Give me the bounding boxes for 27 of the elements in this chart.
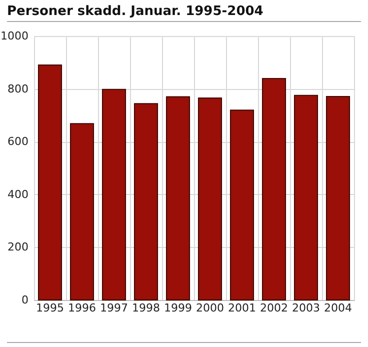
y-tick-label: 400 — [8, 188, 28, 201]
bar — [230, 110, 254, 300]
bar — [134, 103, 158, 300]
y-tick-label: 800 — [8, 82, 28, 96]
bar — [294, 94, 318, 300]
x-tick-label: 1997 — [100, 302, 128, 314]
x-tick-label: 2000 — [196, 302, 224, 314]
y-tick-label: 200 — [8, 240, 28, 254]
bar — [166, 96, 190, 300]
bar — [38, 64, 62, 300]
x-tick-label: 2004 — [324, 302, 352, 314]
x-tick-label: 2002 — [260, 302, 288, 314]
y-tick-label: 600 — [8, 135, 28, 148]
x-tick-label: 2001 — [228, 302, 256, 314]
x-tick-label: 2003 — [292, 302, 320, 314]
bar — [198, 98, 222, 300]
x-tick-label: 1996 — [68, 302, 96, 314]
bar — [262, 78, 286, 300]
x-tick-label: 1998 — [132, 302, 160, 314]
bar — [326, 96, 350, 300]
x-tick-label: 1999 — [164, 302, 192, 314]
y-tick-label: 1000 — [0, 30, 28, 42]
x-tick-label: 1995 — [36, 302, 64, 314]
bar — [70, 123, 94, 300]
bar — [102, 88, 126, 300]
y-tick-label: 0 — [22, 294, 28, 306]
chart-title: Personer skadd. Januar. 1995-2004 — [7, 4, 264, 19]
